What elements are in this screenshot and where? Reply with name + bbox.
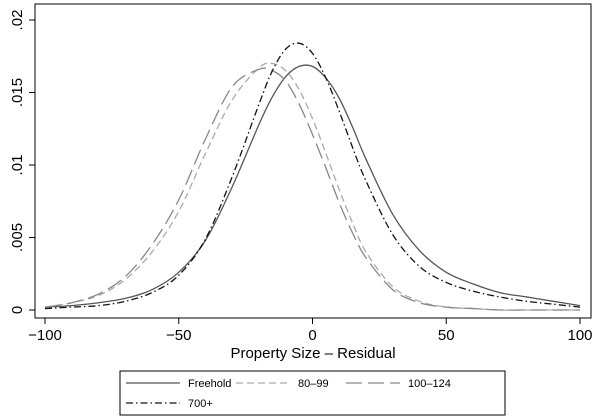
legend-label-3: 100–124	[408, 378, 451, 390]
y-tick-label: 0	[9, 306, 26, 314]
y-tick-label: .015	[9, 78, 26, 107]
legend-label-1: Freehold	[188, 378, 231, 390]
legend-box	[119, 370, 506, 416]
y-tick-label: .005	[9, 223, 26, 252]
x-axis: −100 −50 0 50 100	[28, 318, 593, 344]
x-tick-label: 100	[567, 327, 592, 344]
series-line-3	[44, 67, 580, 311]
x-tick-label: 50	[438, 327, 455, 344]
y-tick-label: .01	[9, 155, 26, 176]
x-tick-label: −50	[166, 327, 191, 344]
legend: Freehold 80–99 100–124 700+	[119, 370, 506, 416]
legend-label-4: 700+	[188, 398, 213, 410]
series-line-1	[44, 64, 581, 308]
legend-label-2: 80–99	[298, 378, 329, 390]
x-tick-label: −100	[28, 327, 62, 344]
x-tick-label: 0	[308, 327, 316, 344]
plot-frame	[34, 3, 592, 319]
y-tick-label: .02	[9, 10, 26, 31]
x-axis-title: Property Size – Residual	[230, 345, 395, 362]
plot-content	[44, 42, 581, 311]
y-axis: 0 .005 .01 .015 .02	[9, 10, 35, 314]
series-line-4	[44, 42, 581, 310]
